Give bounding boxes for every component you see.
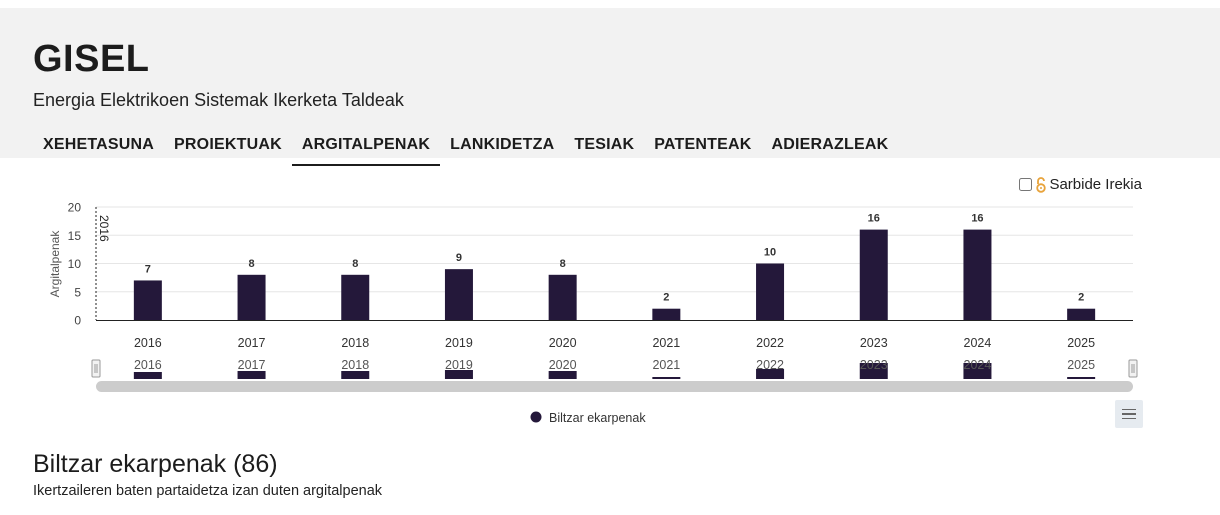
bar[interactable] [133, 280, 162, 320]
navigator-tick-label: 2022 [756, 358, 784, 372]
navigator-tick-label: 2024 [964, 358, 992, 372]
data-label: 8 [248, 258, 254, 270]
x-tick-label: 2025 [1067, 336, 1095, 350]
hamburger-icon [1122, 408, 1136, 411]
crosshair-label: 2016 [97, 215, 111, 242]
open-access-filter[interactable]: Sarbide Irekia [1019, 176, 1142, 193]
navigator-tick-label: 2017 [238, 358, 266, 372]
y-tick-label: 0 [74, 314, 81, 328]
navigator-bar [963, 363, 992, 379]
navigator-tick-label: 2023 [860, 358, 888, 372]
navigator-handle-left[interactable] [91, 359, 101, 378]
open-lock-icon [1036, 176, 1047, 193]
tab-proiektuak[interactable]: PROIEKTUAK [174, 136, 282, 153]
tab-xehetasuna[interactable]: XEHETASUNA [43, 136, 155, 153]
header: GISEL Energia Elektrikoen Sistemak Ikerk… [0, 8, 1220, 166]
legend[interactable]: Biltzar ekarpenak [530, 411, 647, 425]
data-label: 9 [456, 252, 462, 264]
tab-bar: XEHETASUNA PROIEKTUAK ARGITALPENAK LANKI… [33, 124, 898, 166]
navigator-bar [652, 377, 681, 379]
tab-patenteak[interactable]: PATENTEAK [654, 136, 752, 153]
navigator-tick-label: 2021 [652, 358, 680, 372]
bar[interactable] [237, 274, 266, 320]
x-tick-label: 2021 [652, 336, 680, 350]
data-label: 16 [971, 213, 983, 225]
bar[interactable] [548, 274, 577, 320]
navigator-bar [859, 363, 888, 379]
x-tick-label: 2023 [860, 336, 888, 350]
hamburger-icon-line [1122, 413, 1136, 415]
data-label: 2 [1078, 292, 1084, 304]
navigator-tick-label: 2016 [134, 358, 162, 372]
x-tick-label: 2024 [964, 336, 992, 350]
data-label: 10 [764, 247, 776, 259]
navigator-tick-label: 2018 [341, 358, 369, 372]
x-tick-label: 2019 [445, 336, 473, 350]
section-subtitle: Ikertzaileren baten partaidetza izan dut… [33, 483, 383, 499]
tab-argitalpenak[interactable]: ARGITALPENAK [291, 124, 441, 166]
y-tick-label: 15 [68, 229, 82, 243]
navigator-bar [548, 371, 577, 379]
data-label: 16 [868, 213, 880, 225]
bar[interactable] [1067, 308, 1096, 320]
navigator-tick-label: 2019 [445, 358, 473, 372]
bar[interactable] [652, 308, 681, 320]
navigator-handle-right[interactable] [1128, 359, 1138, 378]
navigator-bar [237, 371, 266, 379]
section-title: Biltzar ekarpenak (86) [33, 450, 278, 478]
data-label: 8 [352, 258, 358, 270]
scrollbar[interactable] [96, 381, 1133, 392]
navigator[interactable]: 2016 2017 2018 2019 2020 2021 2022 2023 2024 2025 [133, 358, 1096, 379]
y-tick-label: 10 [68, 257, 82, 271]
bar[interactable] [756, 263, 785, 321]
navigator-tick-label: 2025 [1067, 358, 1095, 372]
bar[interactable] [341, 274, 370, 320]
navigator-bar [444, 370, 473, 379]
y-tick-label: 5 [74, 285, 81, 299]
x-tick-label: 2020 [549, 336, 577, 350]
navigator-bar [756, 369, 785, 379]
data-label: 2 [663, 292, 669, 304]
bar[interactable] [963, 229, 992, 320]
navigator-bar [341, 371, 370, 379]
publications-chart: 0 5 10 15 20 Argitalpenak 2016 7 8 8 9 8 2 10 16 16 2… [48, 201, 1138, 425]
chart-menu-button[interactable] [1115, 400, 1143, 428]
y-axis-label: Argitalpenak [48, 230, 62, 298]
bar[interactable] [444, 269, 473, 320]
page-title: GISEL [33, 38, 150, 80]
page-subtitle: Energia Elektrikoen Sistemak Ikerketa Ta… [33, 90, 404, 110]
x-tick-label: 2022 [756, 336, 784, 350]
open-access-checkbox[interactable] [1019, 178, 1033, 191]
data-label: 8 [560, 258, 566, 270]
navigator-bar [1067, 377, 1096, 379]
tab-lankidetza[interactable]: LANKIDETZA [450, 136, 555, 153]
x-tick-label: 2017 [238, 336, 266, 350]
tab-tesiak[interactable]: TESIAK [574, 136, 635, 153]
x-tick-label: 2018 [341, 336, 369, 350]
hamburger-icon-line [1122, 417, 1136, 420]
navigator-bar [133, 372, 162, 379]
bar[interactable] [859, 229, 888, 320]
open-access-label: Sarbide Irekia [1049, 176, 1142, 193]
tab-adierazleak[interactable]: ADIERAZLEAK [771, 136, 889, 153]
legend-marker [530, 411, 542, 423]
legend-item[interactable]: Biltzar ekarpenak [549, 411, 646, 425]
x-tick-label: 2016 [134, 336, 162, 350]
y-tick-label: 20 [68, 201, 82, 215]
navigator-tick-label: 2020 [549, 358, 577, 372]
data-label: 7 [145, 263, 151, 275]
